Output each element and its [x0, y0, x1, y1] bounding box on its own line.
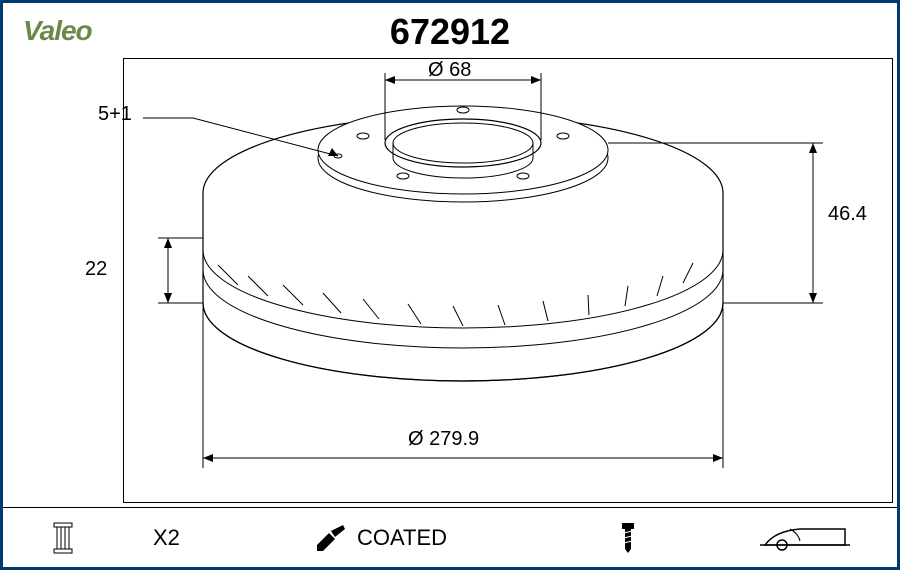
part-number: 672912 — [390, 11, 510, 53]
brush-icon — [313, 523, 349, 553]
disc-stack-icon — [48, 521, 78, 555]
quantity-label: X2 — [153, 525, 180, 551]
dim-outer-diameter: Ø 279.9 — [408, 428, 479, 451]
car-front-icon — [760, 523, 850, 553]
dim-bolt-pattern: 5+1 — [98, 103, 132, 126]
brand-logo: Valeo — [23, 15, 92, 47]
dim-bore-diameter: Ø 68 — [428, 59, 471, 82]
dim-thickness: 22 — [85, 258, 107, 281]
coating-label: COATED — [357, 525, 447, 551]
brake-disc-diagram — [123, 58, 893, 503]
footer-bar: X2 COATED — [3, 507, 897, 567]
bolt-icon — [614, 521, 642, 555]
dim-height: 46.4 — [828, 203, 867, 226]
